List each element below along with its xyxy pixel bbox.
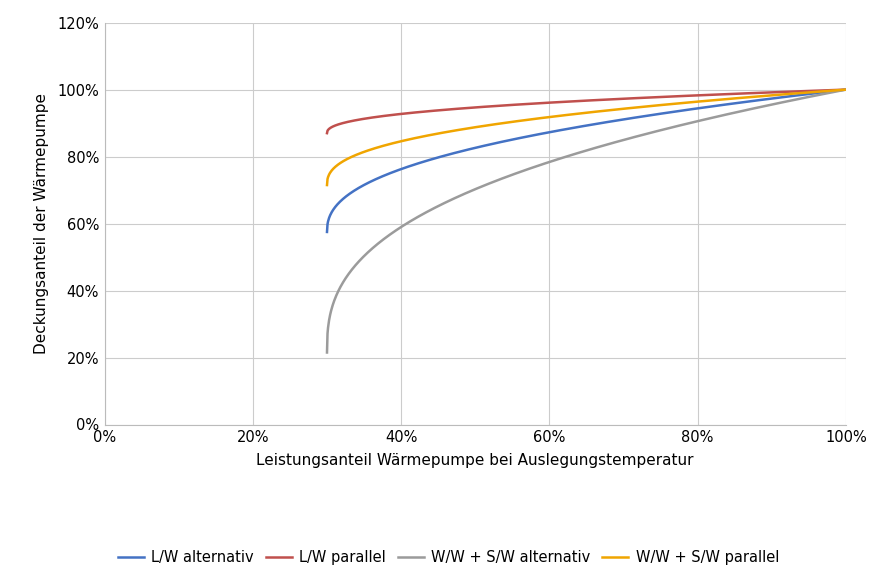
Line: L/W alternativ: L/W alternativ: [327, 89, 846, 232]
W/W + S/W alternativ: [726, 110, 737, 117]
Line: W/W + S/W alternativ: W/W + S/W alternativ: [327, 89, 846, 353]
W/W + S/W alternativ: [736, 108, 746, 115]
L/W alternativ: [532, 131, 542, 138]
W/W + S/W parallel: [841, 86, 851, 93]
L/W alternativ: [550, 128, 561, 135]
W/W + S/W parallel: [678, 100, 689, 106]
L/W alternativ: [841, 86, 851, 93]
Y-axis label: Deckungsanteil der Wärmepumpe: Deckungsanteil der Wärmepumpe: [34, 93, 49, 354]
L/W parallel: [532, 100, 542, 107]
W/W + S/W parallel: [736, 95, 746, 101]
L/W alternativ: [726, 100, 737, 107]
L/W parallel: [841, 86, 851, 93]
L/W parallel: [736, 90, 746, 97]
L/W parallel: [322, 130, 332, 136]
W/W + S/W alternativ: [375, 239, 385, 246]
L/W alternativ: [678, 107, 689, 114]
W/W + S/W alternativ: [550, 157, 561, 164]
W/W + S/W alternativ: [678, 121, 689, 128]
Line: L/W parallel: L/W parallel: [327, 89, 846, 133]
W/W + S/W parallel: [322, 182, 332, 188]
W/W + S/W alternativ: [322, 349, 332, 356]
Legend: L/W alternativ, L/W parallel, W/W + S/W alternativ, W/W + S/W parallel: L/W alternativ, L/W parallel, W/W + S/W …: [112, 544, 785, 566]
L/W alternativ: [375, 174, 385, 181]
L/W parallel: [550, 99, 561, 106]
W/W + S/W parallel: [375, 143, 385, 150]
L/W parallel: [726, 91, 737, 97]
W/W + S/W parallel: [532, 115, 542, 122]
W/W + S/W parallel: [550, 113, 561, 119]
W/W + S/W alternativ: [841, 86, 851, 93]
W/W + S/W alternativ: [532, 163, 542, 170]
X-axis label: Leistungsanteil Wärmepumpe bei Auslegungstemperatur: Leistungsanteil Wärmepumpe bei Auslegung…: [256, 453, 694, 469]
W/W + S/W parallel: [726, 95, 737, 102]
L/W alternativ: [736, 99, 746, 106]
L/W parallel: [375, 113, 385, 120]
Line: W/W + S/W parallel: W/W + S/W parallel: [327, 89, 846, 185]
L/W alternativ: [322, 229, 332, 235]
L/W parallel: [678, 93, 689, 100]
